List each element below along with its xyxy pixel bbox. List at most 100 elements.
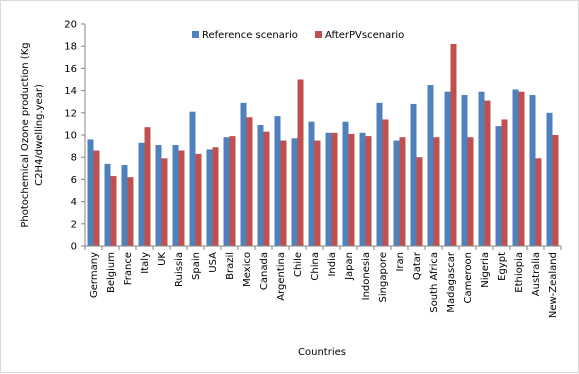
bar-afterpv bbox=[365, 136, 372, 246]
x-tick-label: South Africa bbox=[429, 252, 440, 313]
bar-reference bbox=[376, 102, 383, 246]
bar-afterpv bbox=[535, 158, 542, 246]
bar-reference bbox=[240, 102, 247, 246]
x-tick-label: Ruissia bbox=[174, 252, 185, 287]
bar-reference bbox=[172, 144, 179, 246]
bar-reference bbox=[155, 144, 162, 246]
axes-layer: 0 2 4 6 8 10 12 14 16 18 20 Germany Belgium France Ita… bbox=[64, 20, 562, 318]
bar-reference bbox=[444, 91, 451, 247]
x-tick-label: Italy bbox=[140, 252, 151, 274]
bar-reference bbox=[529, 95, 536, 246]
bar-reference bbox=[427, 85, 434, 246]
bar-reference bbox=[257, 125, 264, 246]
legend-swatch-reference bbox=[192, 31, 199, 38]
x-tick-label: New-Zealand bbox=[548, 252, 559, 318]
bar-afterpv bbox=[127, 177, 134, 246]
bar-reference bbox=[138, 142, 145, 246]
x-tick-label: Japan bbox=[344, 252, 355, 281]
bar-reference bbox=[274, 116, 281, 246]
x-tick-label: France bbox=[123, 252, 134, 285]
x-tick-label: Cameroon bbox=[463, 252, 474, 303]
bar-afterpv bbox=[501, 119, 508, 246]
bar-afterpv bbox=[297, 79, 304, 246]
bar-afterpv bbox=[195, 153, 202, 246]
bar-afterpv bbox=[246, 117, 253, 247]
x-tick-label: Mexico bbox=[242, 252, 253, 287]
y-tick-label: 18 bbox=[64, 42, 77, 53]
x-axis-title: Countries bbox=[298, 347, 346, 358]
y-axis-title-line-1: Photochemical Ozone production (Kg bbox=[20, 42, 31, 227]
bar-reference bbox=[512, 89, 519, 247]
x-tick-label: Nigeria bbox=[480, 252, 491, 288]
y-tick-label: 2 bbox=[71, 219, 77, 230]
x-tick-label: Indonesia bbox=[361, 252, 372, 300]
bar-afterpv bbox=[144, 127, 151, 246]
x-tick-label: Australia bbox=[531, 252, 542, 296]
bar-reference bbox=[342, 121, 349, 246]
x-tick-label: Egypt bbox=[497, 252, 508, 281]
legend-label-reference: Reference scenario bbox=[202, 30, 298, 41]
bar-reference bbox=[121, 164, 128, 246]
y-tick-label: 12 bbox=[64, 108, 77, 119]
x-tick-label: China bbox=[310, 252, 321, 281]
bar-afterpv bbox=[399, 137, 406, 246]
bar-reference bbox=[223, 137, 230, 246]
bar-reference bbox=[325, 132, 332, 246]
bar-reference bbox=[359, 132, 366, 246]
bar-afterpv bbox=[161, 158, 168, 246]
y-tick-label: 16 bbox=[64, 64, 77, 75]
bar-afterpv bbox=[178, 150, 185, 246]
legend-swatch-afterpv bbox=[315, 31, 322, 38]
x-tick-label: Spain bbox=[191, 252, 202, 280]
bar-reference bbox=[410, 103, 417, 246]
bar-afterpv bbox=[110, 176, 117, 246]
bar-reference bbox=[291, 138, 298, 246]
y-tick-label: 10 bbox=[64, 131, 77, 142]
bar-reference bbox=[495, 126, 502, 246]
bar-reference bbox=[461, 95, 468, 246]
x-tick-label: India bbox=[327, 252, 338, 277]
x-tick-label: Iran bbox=[395, 252, 406, 272]
x-tick-label: Brazil bbox=[225, 252, 236, 280]
bar-afterpv bbox=[212, 147, 219, 246]
y-tick-label: 0 bbox=[71, 242, 77, 253]
bar-reference bbox=[478, 91, 485, 247]
bar-afterpv bbox=[450, 43, 457, 247]
x-tick-label: Argentina bbox=[276, 252, 287, 301]
y-tick-label: 14 bbox=[64, 86, 77, 97]
bar-afterpv bbox=[382, 119, 389, 246]
bar-reference bbox=[546, 112, 553, 246]
x-tick-label: Singapore bbox=[378, 252, 389, 302]
bar-afterpv bbox=[93, 150, 100, 246]
bar-afterpv bbox=[552, 135, 559, 246]
x-tick-label: Germany bbox=[89, 252, 100, 298]
bar-reference bbox=[393, 140, 400, 246]
bar-reference bbox=[189, 111, 196, 246]
x-tick-label: Chile bbox=[293, 252, 304, 277]
x-tick-label: Ethiopia bbox=[514, 252, 525, 293]
bar-afterpv bbox=[518, 91, 525, 247]
y-tick-label: 20 bbox=[64, 20, 77, 31]
bar-afterpv bbox=[331, 132, 338, 246]
bar-reference bbox=[87, 139, 94, 246]
y-axis-title-line-2: C2H4/dwelling.year) bbox=[34, 84, 45, 186]
y-tick-label: 4 bbox=[71, 197, 77, 208]
bar-reference bbox=[206, 149, 213, 246]
legend-label-afterpv: AfterPVscenario bbox=[325, 30, 404, 41]
y-tick-label: 6 bbox=[71, 175, 77, 186]
y-tick-label: 8 bbox=[71, 153, 77, 164]
bar-afterpv bbox=[314, 140, 321, 246]
bar-afterpv bbox=[433, 137, 440, 246]
bar-afterpv bbox=[484, 100, 491, 246]
legend: Reference scenario AfterPVscenario bbox=[192, 30, 404, 41]
bar-afterpv bbox=[467, 137, 474, 246]
x-tick-label: Canada bbox=[259, 252, 270, 290]
x-tick-label: UK bbox=[157, 252, 168, 266]
x-tick-label: Belgium bbox=[106, 252, 117, 293]
bar-afterpv bbox=[263, 131, 270, 246]
x-tick-label: USA bbox=[208, 252, 219, 273]
bar-reference bbox=[104, 163, 111, 246]
bar-afterpv bbox=[229, 136, 236, 246]
x-tick-label: Madagascar bbox=[446, 251, 457, 313]
